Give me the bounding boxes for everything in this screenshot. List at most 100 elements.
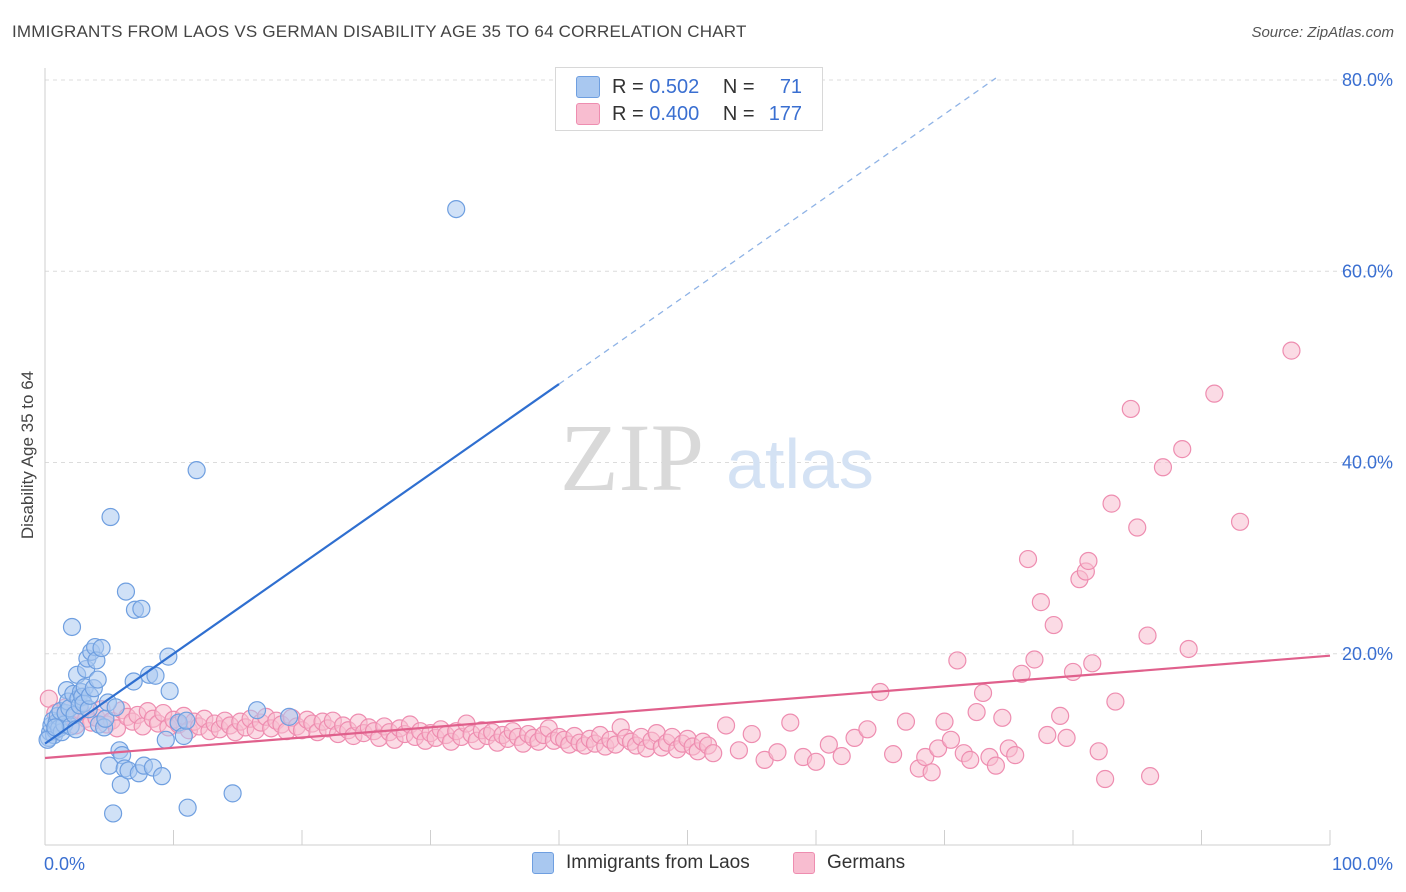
germans-point: [1173, 440, 1192, 459]
germans-point: [845, 728, 864, 748]
germans-point: [1051, 706, 1070, 726]
germans-point: [1018, 549, 1038, 569]
laos-point: [247, 701, 267, 720]
bottom-swatch-germans: [793, 852, 815, 874]
laos-point: [280, 707, 299, 726]
germans-point: [1205, 384, 1224, 403]
germans-point: [1044, 615, 1063, 635]
laos-point: [101, 507, 120, 527]
germans-point: [883, 745, 903, 764]
germans-point: [1038, 725, 1057, 745]
laos-point: [62, 617, 82, 637]
germans-point: [716, 716, 736, 735]
germans-point: [1012, 664, 1031, 683]
germans-point: [806, 752, 826, 771]
germans-point: [1025, 650, 1044, 669]
germans-point: [948, 651, 967, 670]
axes: [44, 68, 1331, 846]
germans-point: [928, 739, 948, 758]
laos-point: [187, 461, 206, 480]
trend-line-laos-extension: [558, 77, 997, 385]
laos-point: [106, 698, 125, 717]
germans-point: [916, 747, 935, 767]
germans-point: [935, 712, 954, 731]
germans-point: [1079, 551, 1098, 571]
stats-legend: R = 0.502 N = 71 R = 0.400 N = 177: [555, 67, 823, 131]
laos-point: [88, 670, 107, 689]
chart-title: IMMIGRANTS FROM LAOS VS GERMAN DISABILIT…: [12, 22, 747, 41]
laos-point: [178, 798, 197, 817]
germans-point: [742, 724, 761, 744]
legend-swatch-laos: [576, 76, 600, 98]
germans-point: [729, 741, 749, 760]
germans-point: [1121, 399, 1140, 419]
laos-point: [160, 681, 179, 701]
laos-point: [152, 767, 172, 786]
trend-lines: [44, 77, 1331, 760]
germans-point: [1063, 662, 1083, 682]
germans-point: [967, 702, 986, 722]
legend-r-label: R =: [612, 102, 644, 125]
legend-r-value-laos: 0.502: [649, 75, 700, 98]
trend-line-laos: [44, 383, 560, 745]
germans-point: [781, 713, 800, 732]
germans-point: [986, 756, 1006, 775]
germans-point: [858, 720, 877, 739]
germans-point: [961, 750, 980, 769]
legend-n-value-laos: 71: [779, 75, 803, 98]
germans-point: [819, 735, 838, 754]
germans-point: [896, 712, 916, 731]
germans-point: [1106, 692, 1125, 711]
germans-point: [1031, 593, 1050, 612]
germans-point: [1006, 746, 1025, 765]
laos-point: [104, 804, 123, 823]
germans-point: [1282, 341, 1301, 360]
germans-point: [941, 730, 961, 749]
watermark-zip: ZIP: [560, 404, 704, 511]
germans-point: [704, 744, 723, 763]
germans-point: [993, 708, 1012, 727]
laos-point: [132, 599, 151, 618]
germans-point: [1138, 626, 1157, 645]
laos-point: [174, 726, 193, 746]
laos-point: [223, 784, 242, 803]
bottom-swatch-laos: [532, 852, 554, 874]
germans-point: [1057, 728, 1076, 748]
bottom-legend-label-laos: Immigrants from Laos: [566, 852, 750, 873]
bottom-legend-laos: Immigrants from Laos: [532, 852, 750, 874]
y-tick-label: 80.0%: [1342, 70, 1393, 90]
x-tick-label: 100.0%: [1332, 854, 1393, 874]
watermark-atlas: atlas: [726, 425, 874, 503]
germans-point: [1083, 654, 1102, 673]
germans-point: [922, 763, 941, 782]
legend-row-germans: R = 0.400 N = 177: [576, 101, 802, 127]
data-points: [38, 199, 1301, 823]
laos-point: [447, 199, 466, 219]
legend-n-label: N =: [722, 75, 755, 98]
germans-point: [973, 683, 993, 703]
germans-point: [832, 746, 851, 766]
y-tick-label: 20.0%: [1342, 644, 1393, 664]
germans-point: [1096, 769, 1115, 789]
bottom-legend-germans: Germans: [793, 852, 905, 874]
germans-point: [1179, 639, 1198, 659]
y-tick-label: 60.0%: [1342, 261, 1393, 281]
laos-point: [116, 582, 136, 601]
legend-r-value-germans: 0.400: [649, 102, 700, 125]
watermark: ZIP atlas: [560, 404, 874, 511]
germans-point: [1140, 767, 1160, 786]
germans-point: [1102, 494, 1121, 513]
legend-swatch-germans: [576, 103, 600, 125]
germans-point: [768, 743, 787, 762]
legend-r-label: R =: [612, 75, 644, 98]
laos-point: [177, 711, 196, 730]
laos-point: [92, 638, 111, 658]
y-tick-label: 40.0%: [1342, 453, 1393, 473]
germans-point: [1153, 458, 1173, 477]
x-tick-label: 0.0%: [44, 854, 85, 874]
tick-labels: 20.0% 40.0% 60.0% 80.0% 0.0% 100.0%: [44, 70, 1393, 874]
laos-point: [156, 730, 175, 749]
germans-point: [1089, 742, 1108, 761]
source-credit: Source: ZipAtlas.com: [1251, 24, 1394, 41]
